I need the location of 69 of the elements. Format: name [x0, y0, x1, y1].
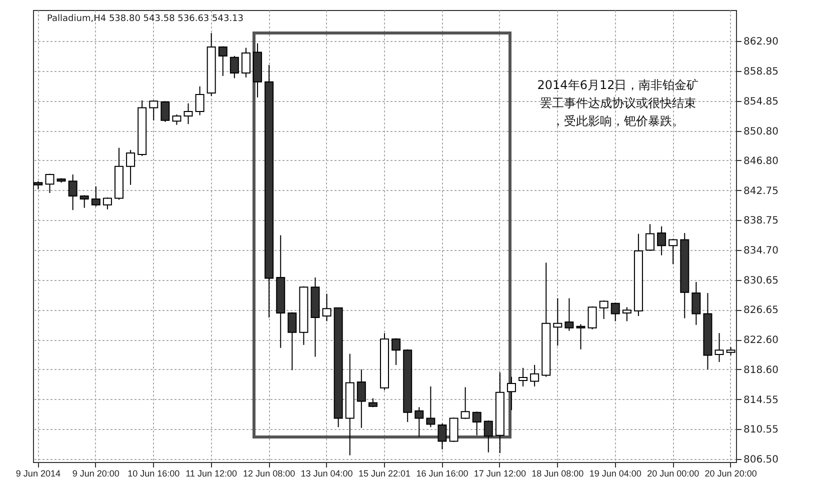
candlestick [714, 332, 724, 362]
y-tick-label: 818.60 [744, 364, 778, 376]
candlestick [610, 302, 620, 322]
x-tick-label: 11 Jun 12:00 [186, 468, 238, 478]
y-tick-label: 846.80 [744, 156, 778, 167]
x-tick-label: 18 Jun 08:00 [532, 468, 584, 478]
x-tick-label: 9 Jun 2014 [16, 468, 60, 478]
x-tick-label: 9 Jun 20:00 [72, 468, 120, 478]
x-tick-label: 13 Jun 04:00 [300, 468, 353, 478]
candlestick [172, 114, 182, 126]
y-tick-label: 822.60 [744, 335, 778, 346]
y-tick-label: 838.75 [744, 216, 778, 227]
candlestick [692, 281, 701, 326]
candlestick [322, 293, 332, 322]
candlestick [68, 174, 78, 211]
candlestick [160, 100, 170, 122]
x-tick-label: 10 Jun 16:00 [128, 468, 180, 478]
candlestick [553, 298, 562, 346]
x-tick-label: 20 Jun 20:00 [704, 468, 757, 478]
candlestick [484, 420, 493, 453]
annotation: 2014年6月12日，南非铂金矿罢工事件达成协议或很快结束，受此影响，钯价暴跌。 [537, 78, 699, 128]
y-tick-label: 834.70 [744, 246, 778, 257]
candlestick [438, 422, 447, 450]
y-tick-label: 854.85 [744, 96, 778, 108]
x-tick-label: 12 Jun 08:00 [243, 468, 296, 478]
candlestick [149, 100, 158, 121]
y-tick-label: 810.55 [744, 424, 778, 436]
candlestick [195, 86, 204, 116]
candlestick [356, 368, 366, 428]
candlestick [184, 102, 193, 125]
candlestick [392, 338, 401, 366]
candlestick [646, 224, 654, 252]
y-tick-label: 858.85 [744, 66, 778, 78]
candlestick [472, 411, 482, 436]
y-tick-label: 850.80 [744, 126, 778, 138]
y-tick-label: 826.65 [744, 305, 778, 316]
x-tick-label: 15 Jun 22:01 [358, 468, 411, 478]
candlestick [241, 47, 250, 78]
candlestick [622, 306, 632, 322]
candlestick [460, 386, 470, 420]
x-tick-label: 16 Jun 16:00 [416, 468, 468, 478]
candlestick [657, 226, 666, 256]
chart-title: Palladium,H4 538.80 543.58 536.63 543.13 [47, 14, 244, 24]
y-tick-label: 842.75 [744, 186, 778, 197]
candlestick [576, 324, 586, 350]
candlestick [668, 238, 678, 265]
y-tick-label: 862.90 [744, 36, 778, 48]
candlestick [126, 150, 136, 186]
candlestick [530, 364, 540, 387]
candlestick [564, 298, 574, 332]
candlestick [91, 186, 100, 207]
candlestick [414, 406, 424, 438]
y-tick-label: 806.50 [744, 454, 778, 466]
candlestick [518, 367, 528, 387]
x-tick-label: 20 Jun 00:00 [647, 468, 700, 478]
candlestick [45, 173, 54, 194]
candlestick [288, 312, 297, 371]
candlestick [80, 194, 89, 208]
candlestick [588, 306, 597, 330]
x-tick-label: 17 Jun 12:00 [474, 468, 526, 478]
y-tick-label: 830.65 [744, 276, 778, 287]
x-tick-label: 19 Jun 04:00 [589, 468, 642, 478]
candlestick [506, 376, 516, 411]
candlestick [599, 300, 608, 320]
y-tick-label: 814.55 [744, 394, 778, 406]
candlestick [426, 386, 436, 428]
candlestick [218, 46, 228, 76]
candlestick [449, 417, 458, 442]
candlestick [230, 55, 239, 79]
